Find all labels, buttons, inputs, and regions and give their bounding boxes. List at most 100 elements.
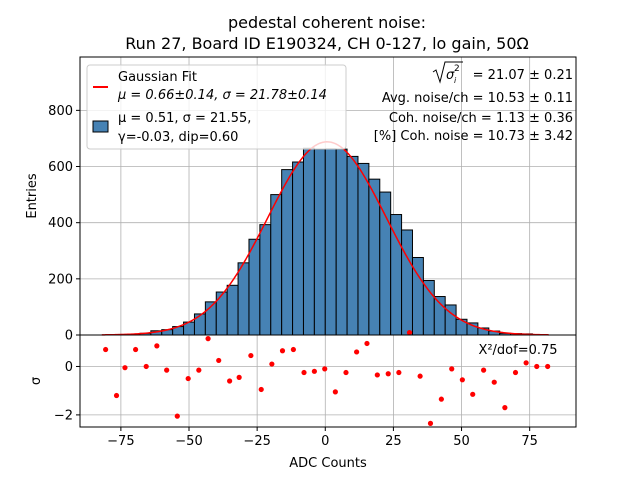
- x-tick-label: −75: [107, 434, 134, 449]
- main-y-tick-label: 800: [48, 104, 73, 119]
- residual-point: [143, 363, 149, 370]
- main-panel: 0 200 400 600 800 Entries Gaussian Fit μ = 0…: [25, 56, 577, 344]
- histogram-bar: [292, 161, 304, 336]
- legend-hist-line1: μ = 0.51, σ = 21.55,: [118, 111, 251, 126]
- residual-point: [459, 377, 465, 383]
- histogram-bar: [313, 148, 326, 336]
- residual-point: [491, 379, 497, 385]
- stats-sigma-total: = 21.07 ± 0.21: [473, 68, 573, 83]
- residual-point: [502, 405, 508, 411]
- residual-y-tick-label: −2: [54, 408, 73, 423]
- residual-point: [205, 336, 211, 342]
- residual-y-tick-label: 0: [65, 360, 73, 375]
- main-y-axis-label: Entries: [25, 173, 40, 219]
- residual-panel-frame: [79, 334, 577, 428]
- residual-point: [185, 375, 191, 382]
- residual-point: [227, 378, 233, 384]
- residual-point: [196, 367, 202, 373]
- residual-y-ticks: −2 0: [54, 360, 80, 423]
- histogram-bar: [226, 284, 239, 336]
- residual-points: [103, 329, 551, 426]
- histogram-bar: [390, 214, 403, 336]
- legend-box: [86, 64, 347, 150]
- histogram-bar: [193, 313, 206, 336]
- residual-point: [545, 363, 551, 370]
- main-y-tick-label: 600: [48, 160, 73, 175]
- residual-point: [301, 369, 307, 376]
- residual-point: [343, 369, 349, 376]
- stats-coh-noise: Coh. noise/ch = 1.13 ± 0.36: [389, 111, 573, 126]
- residual-point: [236, 374, 242, 380]
- histogram-bar: [237, 262, 250, 336]
- residual-point: [122, 365, 128, 371]
- stats-block: σ 2 i = 21.07 ± 0.21 Avg. noise/ch = 10.…: [374, 61, 573, 144]
- histogram-bar: [270, 194, 283, 336]
- histogram-bar: [248, 238, 261, 336]
- x-tick-label: −50: [175, 434, 202, 449]
- residual-point: [113, 392, 120, 399]
- residual-point: [174, 413, 180, 419]
- main-y-ticks: 0 200 400 600 800: [48, 104, 80, 344]
- residual-point: [311, 368, 317, 374]
- sqrt-sigma-exponent: 2: [454, 64, 460, 74]
- histogram-bar: [324, 148, 337, 336]
- residual-point: [385, 371, 391, 377]
- residual-point: [534, 363, 540, 370]
- x-tick-label: 0: [321, 434, 329, 449]
- histogram-bars: [106, 147, 544, 336]
- legend-hist-line2: γ=-0.03, dip=0.60: [118, 130, 238, 145]
- residual-grid: [80, 335, 576, 427]
- residual-point: [269, 361, 275, 367]
- histogram-bar: [422, 280, 435, 336]
- chart-title-line1: pedestal coherent noise:: [228, 13, 426, 32]
- residual-point: [374, 372, 380, 378]
- main-y-tick-label: 200: [48, 272, 73, 287]
- chi2-annotation: X²/dof=0.75: [478, 343, 557, 358]
- chart-title-line2: Run 27, Board ID E190324, CH 0-127, lo g…: [125, 34, 528, 53]
- residual-point: [322, 366, 328, 372]
- histogram-bar: [357, 162, 370, 336]
- sqrt-sigma-symbol: σ 2 i: [432, 61, 463, 85]
- residual-point: [417, 373, 423, 379]
- x-axis-label: ADC Counts: [289, 456, 367, 471]
- main-y-tick-label: 0: [65, 329, 73, 344]
- residual-y-axis-label: σ: [29, 377, 44, 385]
- histogram-bar: [281, 169, 294, 336]
- histogram-bar: [302, 147, 315, 336]
- stats-avg-noise: Avg. noise/ch = 10.53 ± 0.11: [382, 91, 573, 106]
- histogram-bar: [401, 229, 413, 336]
- legend: Gaussian Fit μ = 0.66±0.14, σ = 21.78±0.…: [86, 64, 347, 150]
- x-tick-label: 25: [385, 434, 402, 449]
- stats-coh-percent: [%] Coh. noise = 10.73 ± 3.42: [374, 129, 573, 144]
- sqrt-radical: [432, 61, 463, 84]
- sqrt-sigma-glyph: σ: [446, 68, 455, 83]
- residual-point: [396, 369, 402, 376]
- residual-point: [354, 349, 360, 355]
- legend-hist-swatch: [92, 120, 109, 133]
- residual-point: [258, 386, 264, 393]
- residual-point: [427, 420, 434, 426]
- legend-fit-params: μ = 0.66±0.14, σ = 21.78±0.14: [117, 88, 327, 103]
- residual-point: [449, 366, 455, 372]
- residual-point: [164, 367, 170, 373]
- residual-point: [364, 340, 370, 347]
- residual-point: [103, 346, 109, 353]
- histogram-bar: [346, 155, 359, 336]
- x-tick-label: 75: [521, 434, 538, 449]
- residual-point: [216, 357, 222, 364]
- x-axis-ticks: −75 −50 −25 0 25 50 75: [107, 427, 538, 449]
- residual-point: [523, 360, 529, 366]
- residual-panel: −2 0 σ X²/dof=0.75: [29, 329, 577, 428]
- main-y-tick-label: 400: [48, 216, 73, 231]
- residual-point: [290, 346, 296, 353]
- residual-point: [248, 352, 254, 359]
- residual-point: [154, 343, 160, 349]
- sqrt-sigma-subscript: i: [454, 76, 457, 85]
- residual-point: [512, 369, 519, 376]
- x-tick-label: −25: [243, 434, 270, 449]
- residual-point: [332, 389, 338, 395]
- residual-point: [279, 348, 286, 354]
- x-tick-label: 50: [453, 434, 470, 449]
- histogram-bar: [335, 148, 348, 336]
